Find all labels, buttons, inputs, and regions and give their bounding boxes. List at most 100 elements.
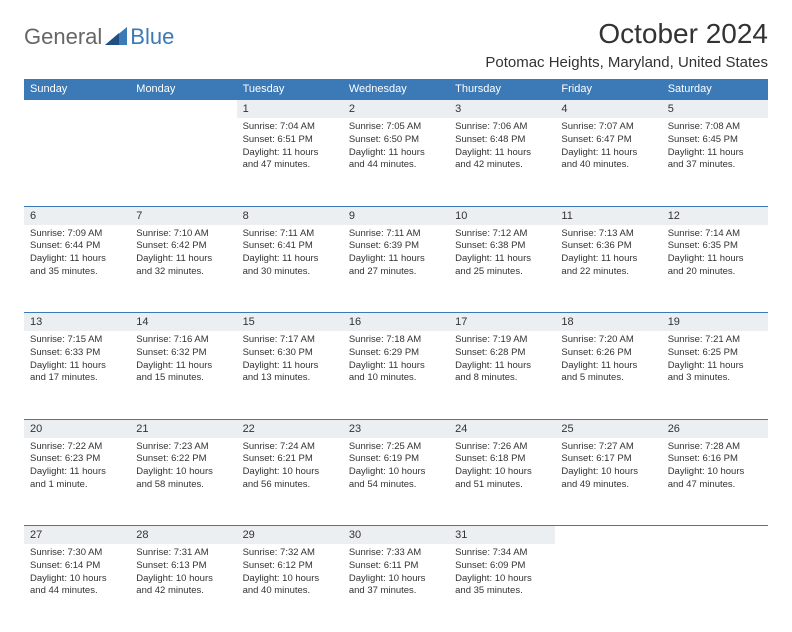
day-day1-line: Daylight: 10 hours [455, 466, 549, 479]
day-content-cell: Sunrise: 7:17 AMSunset: 6:30 PMDaylight:… [237, 331, 343, 419]
day-sunrise-line: Sunrise: 7:34 AM [455, 547, 549, 560]
day-day1-line: Daylight: 11 hours [668, 147, 762, 160]
daynum-row: 2728293031 [24, 526, 768, 545]
day-content-row: Sunrise: 7:09 AMSunset: 6:44 PMDaylight:… [24, 225, 768, 313]
day-sunrise-line: Sunrise: 7:11 AM [349, 228, 443, 241]
day-sunset-line: Sunset: 6:25 PM [668, 347, 762, 360]
day-sunrise-line: Sunrise: 7:08 AM [668, 121, 762, 134]
daynum-row: 12345 [24, 100, 768, 119]
day-content-cell: Sunrise: 7:07 AMSunset: 6:47 PMDaylight:… [555, 118, 661, 206]
day-day2-line: and 3 minutes. [668, 372, 762, 385]
day-content-row: Sunrise: 7:04 AMSunset: 6:51 PMDaylight:… [24, 118, 768, 206]
day-sunrise-line: Sunrise: 7:14 AM [668, 228, 762, 241]
day-number-cell: 8 [237, 206, 343, 225]
day-number-cell: 4 [555, 100, 661, 119]
day-number-cell: 30 [343, 526, 449, 545]
day-sunrise-line: Sunrise: 7:21 AM [668, 334, 762, 347]
day-content-cell: Sunrise: 7:26 AMSunset: 6:18 PMDaylight:… [449, 438, 555, 526]
day-content-cell: Sunrise: 7:18 AMSunset: 6:29 PMDaylight:… [343, 331, 449, 419]
day-sunset-line: Sunset: 6:21 PM [243, 453, 337, 466]
day-number-cell: 11 [555, 206, 661, 225]
day-day2-line: and 37 minutes. [349, 585, 443, 598]
day-sunset-line: Sunset: 6:32 PM [136, 347, 230, 360]
daynum-row: 13141516171819 [24, 313, 768, 332]
day-content-cell [662, 544, 768, 632]
day-number-cell: 26 [662, 419, 768, 438]
day-content-cell: Sunrise: 7:16 AMSunset: 6:32 PMDaylight:… [130, 331, 236, 419]
day-content-cell [555, 544, 661, 632]
day-day1-line: Daylight: 10 hours [243, 466, 337, 479]
day-number-cell: 29 [237, 526, 343, 545]
calendar-table: Sunday Monday Tuesday Wednesday Thursday… [24, 79, 768, 632]
logo-text-general: General [24, 24, 102, 50]
day-sunset-line: Sunset: 6:47 PM [561, 134, 655, 147]
day-day1-line: Daylight: 11 hours [561, 147, 655, 160]
day-content-cell: Sunrise: 7:14 AMSunset: 6:35 PMDaylight:… [662, 225, 768, 313]
day-number-cell [662, 526, 768, 545]
day-sunrise-line: Sunrise: 7:13 AM [561, 228, 655, 241]
day-sunset-line: Sunset: 6:30 PM [243, 347, 337, 360]
day-content-row: Sunrise: 7:22 AMSunset: 6:23 PMDaylight:… [24, 438, 768, 526]
day-sunset-line: Sunset: 6:28 PM [455, 347, 549, 360]
day-day2-line: and 47 minutes. [668, 479, 762, 492]
day-content-cell: Sunrise: 7:25 AMSunset: 6:19 PMDaylight:… [343, 438, 449, 526]
day-number-cell: 27 [24, 526, 130, 545]
day-day2-line: and 17 minutes. [30, 372, 124, 385]
day-content-cell: Sunrise: 7:32 AMSunset: 6:12 PMDaylight:… [237, 544, 343, 632]
day-day1-line: Daylight: 11 hours [243, 147, 337, 160]
day-sunset-line: Sunset: 6:35 PM [668, 240, 762, 253]
day-number-cell: 17 [449, 313, 555, 332]
day-day1-line: Daylight: 10 hours [349, 573, 443, 586]
day-sunset-line: Sunset: 6:09 PM [455, 560, 549, 573]
day-day1-line: Daylight: 10 hours [561, 466, 655, 479]
dayname-thursday: Thursday [449, 79, 555, 100]
day-content-cell [24, 118, 130, 206]
month-title: October 2024 [485, 18, 768, 50]
day-sunrise-line: Sunrise: 7:30 AM [30, 547, 124, 560]
day-day2-line: and 49 minutes. [561, 479, 655, 492]
day-content-cell: Sunrise: 7:06 AMSunset: 6:48 PMDaylight:… [449, 118, 555, 206]
day-day1-line: Daylight: 11 hours [455, 147, 549, 160]
day-number-cell: 25 [555, 419, 661, 438]
day-sunset-line: Sunset: 6:36 PM [561, 240, 655, 253]
day-number-cell: 9 [343, 206, 449, 225]
calendar-body: 12345Sunrise: 7:04 AMSunset: 6:51 PMDayl… [24, 100, 768, 632]
dayname-wednesday: Wednesday [343, 79, 449, 100]
day-sunset-line: Sunset: 6:26 PM [561, 347, 655, 360]
day-content-cell: Sunrise: 7:12 AMSunset: 6:38 PMDaylight:… [449, 225, 555, 313]
day-sunrise-line: Sunrise: 7:09 AM [30, 228, 124, 241]
day-day1-line: Daylight: 10 hours [30, 573, 124, 586]
daynum-row: 6789101112 [24, 206, 768, 225]
day-day1-line: Daylight: 10 hours [668, 466, 762, 479]
day-number-cell: 21 [130, 419, 236, 438]
day-sunset-line: Sunset: 6:14 PM [30, 560, 124, 573]
day-day2-line: and 44 minutes. [349, 159, 443, 172]
day-day2-line: and 1 minute. [30, 479, 124, 492]
day-content-row: Sunrise: 7:15 AMSunset: 6:33 PMDaylight:… [24, 331, 768, 419]
day-day2-line: and 25 minutes. [455, 266, 549, 279]
logo-text-blue: Blue [130, 24, 174, 50]
day-number-cell: 24 [449, 419, 555, 438]
day-sunrise-line: Sunrise: 7:32 AM [243, 547, 337, 560]
day-number-cell: 2 [343, 100, 449, 119]
day-content-cell: Sunrise: 7:13 AMSunset: 6:36 PMDaylight:… [555, 225, 661, 313]
day-day1-line: Daylight: 11 hours [349, 253, 443, 266]
day-day2-line: and 44 minutes. [30, 585, 124, 598]
day-day1-line: Daylight: 11 hours [136, 253, 230, 266]
day-sunrise-line: Sunrise: 7:06 AM [455, 121, 549, 134]
day-content-cell: Sunrise: 7:10 AMSunset: 6:42 PMDaylight:… [130, 225, 236, 313]
day-day1-line: Daylight: 11 hours [243, 253, 337, 266]
day-number-cell: 23 [343, 419, 449, 438]
day-day2-line: and 22 minutes. [561, 266, 655, 279]
day-sunset-line: Sunset: 6:41 PM [243, 240, 337, 253]
day-content-cell: Sunrise: 7:30 AMSunset: 6:14 PMDaylight:… [24, 544, 130, 632]
day-sunset-line: Sunset: 6:19 PM [349, 453, 443, 466]
day-day2-line: and 47 minutes. [243, 159, 337, 172]
logo-triangle-icon [105, 27, 127, 48]
day-day2-line: and 8 minutes. [455, 372, 549, 385]
day-content-cell: Sunrise: 7:24 AMSunset: 6:21 PMDaylight:… [237, 438, 343, 526]
day-content-cell: Sunrise: 7:22 AMSunset: 6:23 PMDaylight:… [24, 438, 130, 526]
day-number-cell: 31 [449, 526, 555, 545]
day-content-cell: Sunrise: 7:09 AMSunset: 6:44 PMDaylight:… [24, 225, 130, 313]
day-sunrise-line: Sunrise: 7:20 AM [561, 334, 655, 347]
